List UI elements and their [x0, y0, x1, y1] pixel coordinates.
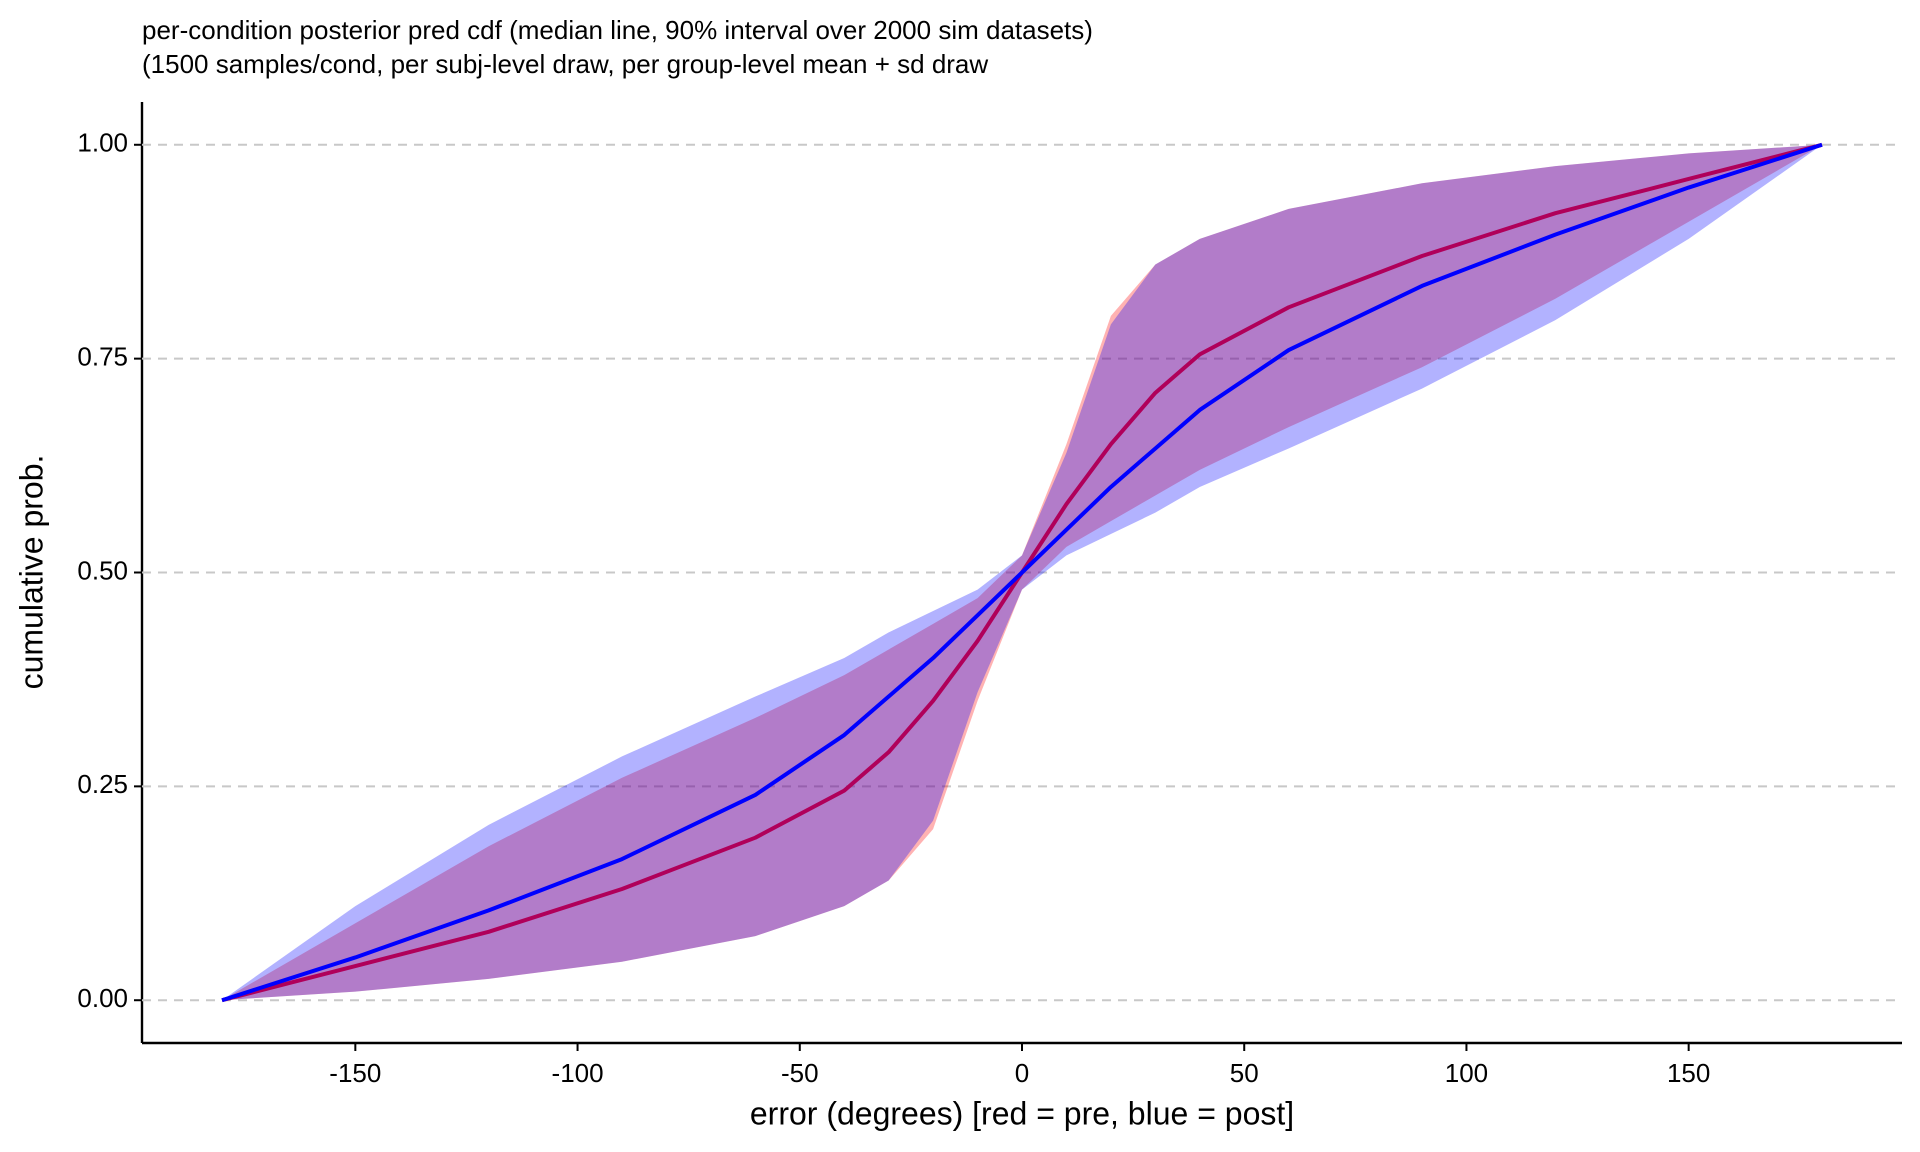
- median-line: [221, 142, 1823, 1003]
- y-tick-label: 0.00: [77, 983, 128, 1013]
- y-tick-label: 1.00: [77, 128, 128, 158]
- x-tick-label: 0: [1015, 1058, 1029, 1088]
- y-axis-title: cumulative prob.: [13, 455, 49, 690]
- y-tick-label: 0.25: [77, 769, 128, 799]
- x-axis-title: error (degrees) [red = pre, blue = post]: [750, 1095, 1294, 1131]
- y-tick-label: 0.75: [77, 342, 128, 372]
- x-tick-label: -50: [781, 1058, 819, 1088]
- x-tick-label: 150: [1667, 1058, 1710, 1088]
- y-tick-label: 0.50: [77, 555, 128, 585]
- chart-subtitle: (1500 samples/cond, per subj-level draw,…: [142, 49, 988, 79]
- x-tick-label: -150: [329, 1058, 381, 1088]
- x-tick-label: 100: [1445, 1058, 1488, 1088]
- chart-title: per-condition posterior pred cdf (median…: [142, 15, 1093, 45]
- x-tick-label: -100: [552, 1058, 604, 1088]
- x-tick-label: 50: [1230, 1058, 1259, 1088]
